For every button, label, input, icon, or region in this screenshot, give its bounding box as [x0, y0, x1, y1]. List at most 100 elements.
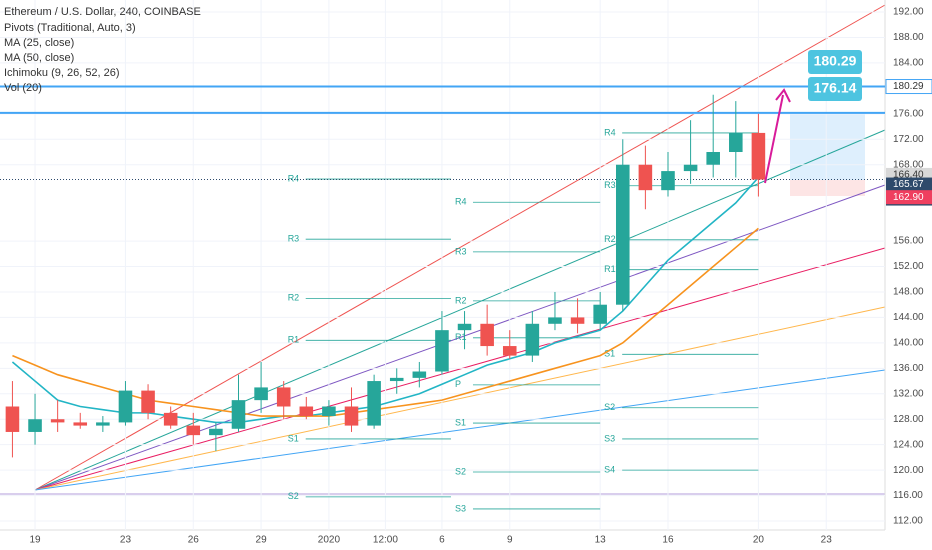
y-tick-label: 172.00: [893, 134, 924, 145]
candle-body: [548, 317, 562, 324]
y-tick-label: 132.00: [893, 388, 924, 399]
pivot-label: R2: [455, 295, 467, 305]
candle-body: [480, 323, 494, 347]
candle-body: [389, 377, 404, 382]
drawings: [0, 4, 886, 495]
x-tick-label: 9: [507, 535, 513, 546]
arrow: [764, 88, 791, 184]
pivot-label: S3: [604, 433, 615, 443]
candle-body: [412, 371, 427, 378]
legend: Ethereum / U.S. Dollar, 240, COINBASE Pi…: [4, 6, 201, 94]
candle-body: [570, 317, 585, 324]
candle-body: [593, 304, 607, 324]
candle-body: [118, 390, 133, 423]
candle-body: [457, 323, 472, 331]
y-tick-label: 116.00: [893, 490, 923, 501]
pivot-label: S1: [288, 433, 299, 443]
x-tick-label: 20: [753, 535, 765, 546]
pivot-label: R2: [288, 293, 300, 303]
fan-line: [34, 184, 886, 491]
pivot-label: R4: [288, 173, 300, 183]
ma-line: [12, 227, 759, 417]
y-tick-label: 188.00: [893, 32, 924, 43]
y-tick-label: 128.00: [893, 414, 924, 425]
legend-item: MA (50, close): [4, 52, 74, 64]
target-box: [808, 77, 862, 101]
candle-body: [502, 346, 517, 356]
y-tick-label: 192.00: [893, 7, 924, 18]
y-tick-label: 176.00: [893, 108, 924, 119]
pivot-label: S2: [288, 491, 299, 501]
candle-body: [209, 428, 223, 436]
candle-body: [322, 406, 336, 417]
x-tick-label: 16: [662, 535, 674, 546]
pivot-label: R1: [604, 264, 616, 274]
pivot-label: S2: [604, 402, 615, 412]
y-tick-label: 148.00: [893, 287, 924, 298]
legend-item: Vol (20): [4, 82, 42, 94]
candle-body: [683, 164, 698, 172]
candle-body: [254, 387, 268, 401]
candle-body: [435, 330, 449, 372]
x-tick-label: 13: [595, 535, 607, 546]
candle-body: [28, 419, 42, 432]
pivot-label: S2: [455, 466, 466, 476]
y-tick-label: 152.00: [893, 261, 924, 272]
y-tick-label: 112.00: [893, 516, 923, 527]
legend-item: Ichimoku (9, 26, 52, 26): [4, 67, 120, 79]
price-tag-label: 180.29: [893, 81, 924, 92]
candle-body: [751, 132, 766, 180]
candle-body: [73, 422, 88, 426]
price-tag: [886, 190, 932, 205]
pivot-label: S1: [455, 417, 466, 427]
target-label: 176.14: [814, 80, 857, 96]
candle-body: [638, 164, 653, 191]
candle-body: [299, 406, 314, 417]
legend-item: Ethereum / U.S. Dollar, 240, COINBASE: [4, 6, 201, 18]
fan-line: [34, 306, 886, 491]
projection-box: [790, 180, 865, 196]
target-box: [808, 50, 862, 74]
price-tag-label: 165.67: [893, 179, 924, 190]
legend-item: Pivots (Traditional, Auto, 3): [4, 22, 136, 34]
candle-body: [729, 132, 743, 153]
y-tick-label: 136.00: [893, 363, 924, 374]
x-tick-label: 6: [439, 535, 445, 546]
fan-line: [34, 247, 886, 491]
candle-body: [367, 381, 381, 426]
x-tick-label: 2020: [318, 535, 341, 546]
y-tick-label: 140.00: [893, 338, 924, 349]
legend-item: MA (25, close): [4, 37, 74, 49]
pivot-label: S1: [604, 349, 615, 359]
pivot-label: R3: [455, 246, 467, 256]
pivot-label: R1: [455, 332, 467, 342]
y-tick-label: 168.00: [893, 159, 924, 170]
x-tick-label: 26: [188, 535, 200, 546]
price-tag-label: 162.90: [893, 192, 924, 203]
fan-line: [34, 129, 886, 491]
y-tick-label: 156.00: [893, 236, 924, 247]
pivot-label: R3: [604, 180, 616, 190]
y-tick-label: 184.00: [893, 58, 924, 69]
pivot-label: S4: [604, 465, 615, 475]
candle-body: [5, 406, 20, 432]
price-tag-label: 166.40: [893, 170, 924, 181]
price-tag: [886, 177, 932, 192]
candle-body: [186, 425, 201, 436]
candle-body: [96, 422, 110, 426]
pivot-label: R4: [604, 127, 616, 137]
x-tick-label: 12:00: [373, 535, 398, 546]
x-tick-label: 23: [821, 535, 833, 546]
candle-body: [706, 152, 720, 165]
x-tick-label: 29: [256, 535, 268, 546]
candle-body: [50, 419, 65, 423]
pivot-label: R1: [288, 335, 300, 345]
pivot-label: R3: [288, 234, 300, 244]
candle-body: [525, 323, 540, 356]
pivot-label: R4: [455, 197, 467, 207]
pivot-label: R2: [604, 234, 616, 244]
pivot-label: P: [455, 379, 461, 389]
pivot-label: S3: [455, 503, 466, 513]
y-tick-label: 144.00: [893, 312, 924, 323]
